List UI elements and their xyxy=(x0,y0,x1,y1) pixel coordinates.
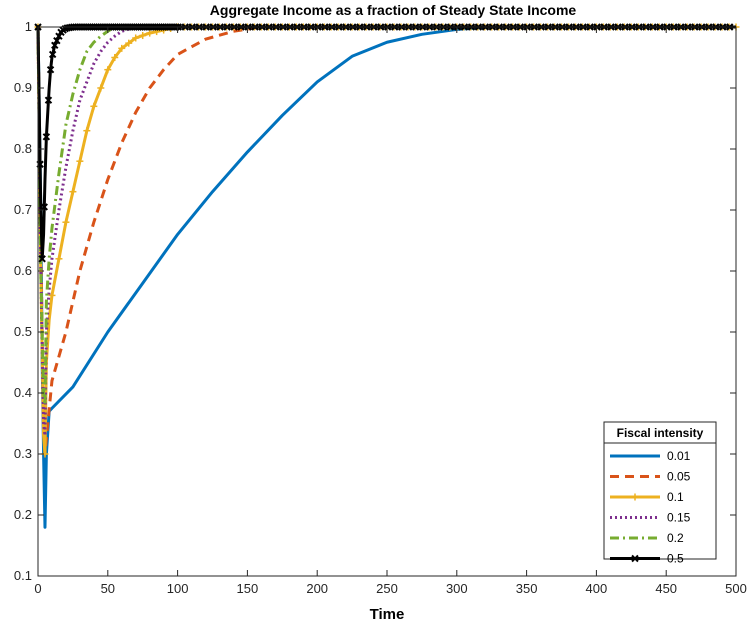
y-tick-label: 0.2 xyxy=(14,507,32,522)
plus-marker xyxy=(132,34,140,42)
plus-marker xyxy=(48,291,56,299)
plus-marker xyxy=(146,29,154,37)
x-tick-label: 0 xyxy=(34,581,41,596)
y-tick-label: 0.1 xyxy=(14,568,32,583)
x-axis-label: Time xyxy=(370,606,405,623)
y-tick-label: 0.7 xyxy=(14,202,32,217)
y-tick-label: 0.9 xyxy=(14,80,32,95)
y-tick-label: 0.8 xyxy=(14,141,32,156)
x-tick-label: 50 xyxy=(101,581,115,596)
x-marker xyxy=(53,37,61,45)
plus-marker xyxy=(62,218,70,226)
x-marker xyxy=(48,50,57,59)
x-marker xyxy=(631,554,639,563)
y-tick-label: 0.6 xyxy=(14,263,32,278)
plus-marker xyxy=(83,127,91,135)
series-0-15 xyxy=(36,25,736,438)
legend-label: 0.5 xyxy=(667,552,684,566)
x-tick-label: 100 xyxy=(167,581,189,596)
series-0-2 xyxy=(36,25,736,407)
y-tick-label: 0.4 xyxy=(14,385,32,400)
plus-marker xyxy=(55,255,63,263)
plus-marker xyxy=(631,493,639,501)
x-marker xyxy=(42,133,51,141)
x-tick-label: 200 xyxy=(306,581,328,596)
x-marker xyxy=(46,65,55,74)
plus-marker xyxy=(111,54,119,61)
plus-marker xyxy=(118,44,126,52)
legend-entry: 0.2 xyxy=(610,531,684,545)
plus-marker xyxy=(97,84,105,92)
x-marker xyxy=(38,255,46,263)
plus-marker xyxy=(69,188,77,196)
legend-label: 0.2 xyxy=(667,531,684,545)
legend-title: Fiscal intensity xyxy=(617,426,704,440)
legend: Fiscal intensity 0.01 0.05 0.1 0.15 0.2 0.5 xyxy=(603,421,717,566)
x-tick-label: 400 xyxy=(586,581,608,596)
plus-marker xyxy=(76,157,84,165)
x-tick-label: 450 xyxy=(655,581,677,596)
y-tick-label: 0.5 xyxy=(14,324,32,339)
legend-entry: 0.05 xyxy=(610,470,691,484)
legend-entry: 0.5 xyxy=(610,552,684,566)
legend-entry: 0.15 xyxy=(610,511,691,525)
legend-entry: 0.1 xyxy=(610,490,684,504)
legend-box xyxy=(603,421,717,560)
x-marker xyxy=(51,41,59,50)
x-tick-label: 500 xyxy=(725,581,747,596)
x-marker xyxy=(40,203,48,211)
chart-title: Aggregate Income as a fraction of Steady… xyxy=(210,2,577,18)
legend-label: 0.01 xyxy=(667,449,691,463)
legend-entry: 0.01 xyxy=(610,449,691,463)
series-line xyxy=(36,25,736,529)
y-tick-label: 0.3 xyxy=(14,446,32,461)
x-marker xyxy=(55,32,63,40)
y-tick-label: 1 xyxy=(25,19,32,34)
x-tick-label: 300 xyxy=(446,581,468,596)
plus-marker xyxy=(104,66,112,74)
series-0-01 xyxy=(36,25,736,529)
x-tick-label: 250 xyxy=(376,581,398,596)
legend-label: 0.1 xyxy=(667,490,684,504)
x-tick-label: 350 xyxy=(516,581,538,596)
legend-label: 0.15 xyxy=(667,511,691,525)
plus-marker xyxy=(139,32,147,40)
legend-label: 0.05 xyxy=(667,470,691,484)
axis-layer: 0 50 100 150 200 250 300 350 400 450 500 0.1 0.2 0.3 0… xyxy=(14,19,747,596)
plus-marker xyxy=(125,39,133,47)
plus-marker xyxy=(90,102,98,110)
x-marker xyxy=(44,96,53,104)
series-line xyxy=(36,25,736,438)
legend-entries: 0.01 0.05 0.1 0.15 0.2 0.5 xyxy=(610,449,691,566)
x-tick-label: 150 xyxy=(237,581,259,596)
series-line xyxy=(36,25,736,407)
